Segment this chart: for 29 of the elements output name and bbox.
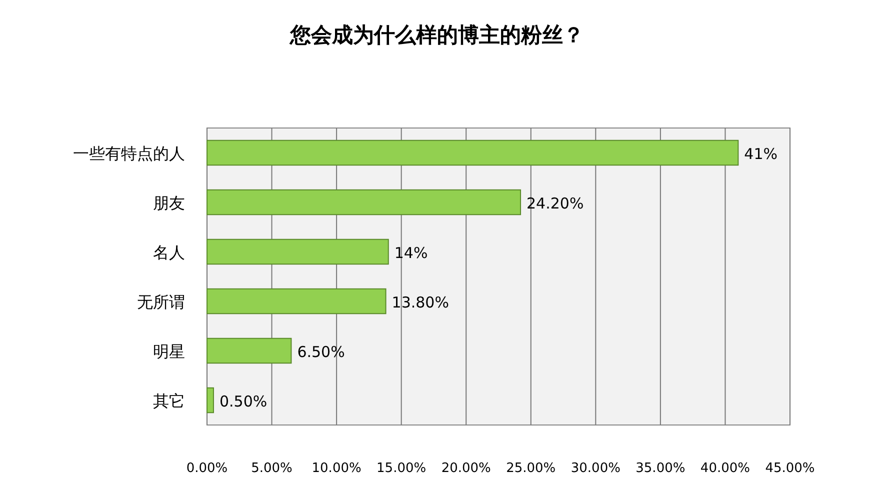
y-tick-label: 名人	[153, 242, 185, 262]
x-tick-label: 30.00%	[570, 461, 620, 476]
bar	[206, 387, 214, 414]
y-tick-label: 一些有特点的人	[73, 144, 185, 163]
x-tick-label: 10.00%	[312, 461, 362, 476]
data-label: 24.20%	[526, 194, 584, 212]
y-tick-label: 其它	[153, 391, 185, 410]
chart-title: 您会成为什么样的博主的粉丝？	[289, 23, 584, 47]
data-label: 41%	[744, 144, 778, 163]
data-label: 6.50%	[297, 342, 345, 361]
bar	[206, 140, 739, 166]
data-label: 13.80%	[392, 293, 449, 312]
data-label: 0.50%	[219, 392, 268, 410]
bar	[206, 288, 386, 314]
x-tick-label: 5.00%	[251, 461, 292, 476]
x-tick-label: 40.00%	[700, 461, 750, 476]
bar	[206, 189, 522, 216]
data-label: 14%	[394, 244, 428, 262]
x-tick-label: 35.00%	[636, 461, 686, 476]
x-tick-label: 0.00%	[186, 461, 228, 476]
x-tick-label: 15.00%	[376, 461, 426, 476]
bar	[206, 338, 292, 364]
y-tick-label: 朋友	[153, 193, 185, 212]
x-tick-label: 45.00%	[765, 461, 815, 476]
y-tick-label: 明星	[153, 342, 185, 361]
x-tick-label: 20.00%	[441, 461, 491, 476]
y-tick-label: 无所谓	[137, 292, 185, 312]
bar	[206, 238, 389, 265]
x-tick-label: 25.00%	[506, 461, 556, 476]
